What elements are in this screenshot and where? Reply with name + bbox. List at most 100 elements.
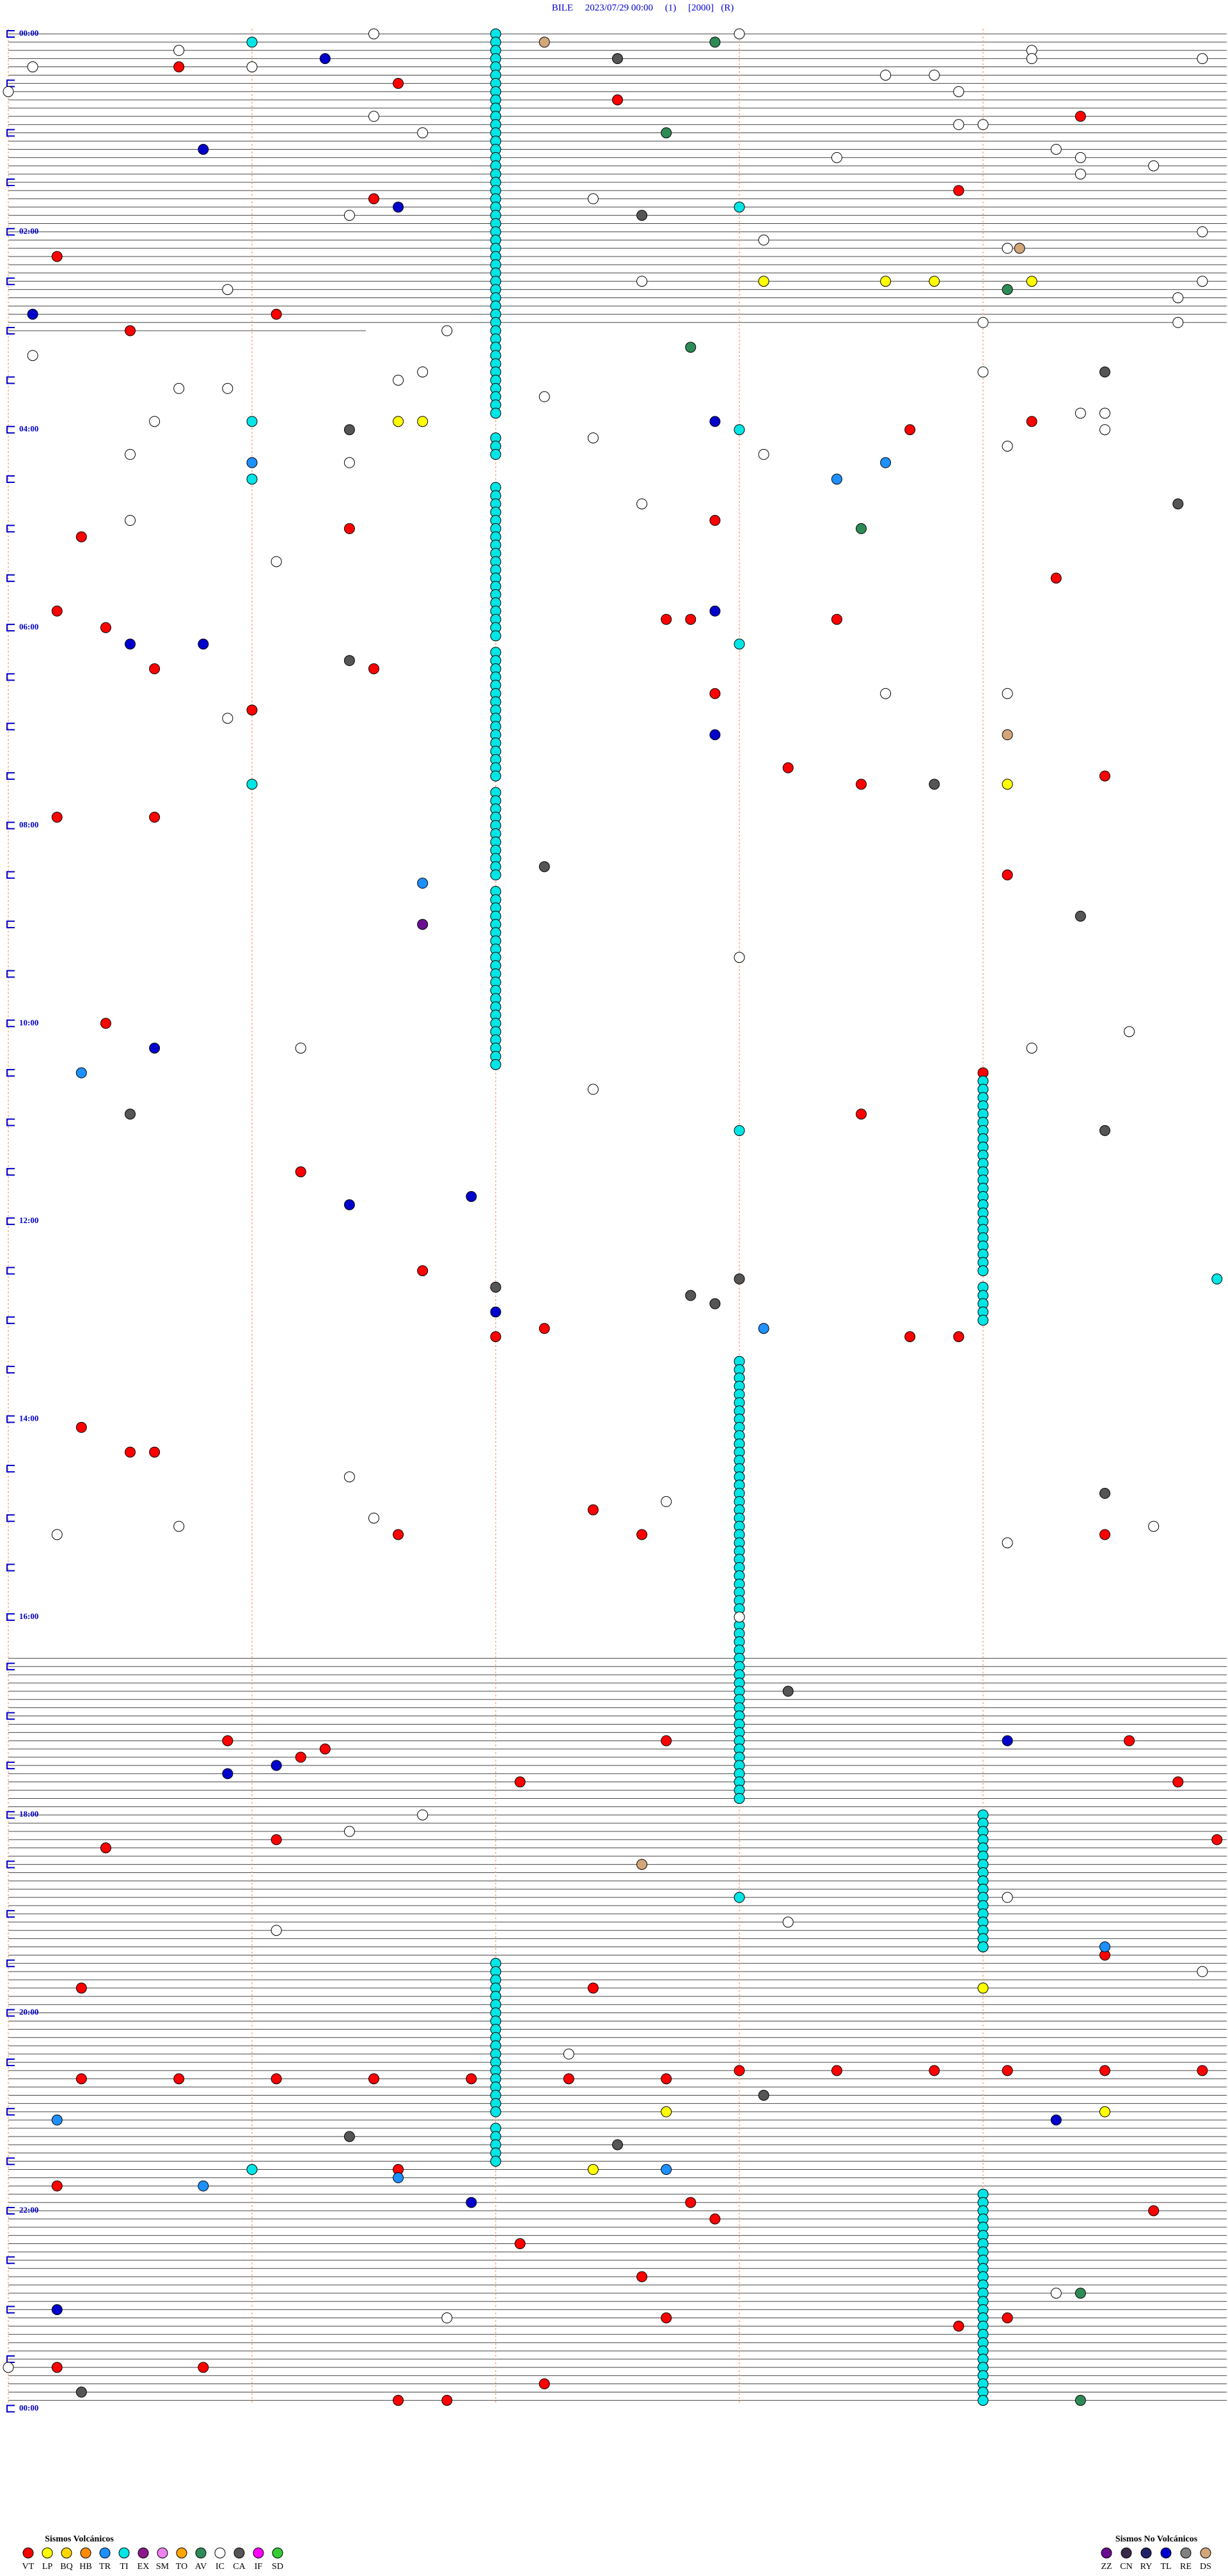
hour-bracket [6,1811,15,1819]
event [75,1421,87,1433]
hour-bracket [6,2108,15,2116]
event [149,663,161,675]
event [904,1331,916,1343]
time-label: 18:00 [19,1809,38,1819]
event [1099,2065,1110,2076]
legend-swatch [99,2547,111,2559]
hour-bracket [6,673,15,681]
event [1002,688,1013,699]
event [685,1290,697,1301]
event [1172,498,1184,510]
hour-bracket [6,1514,15,1522]
event [246,704,258,716]
legend-label: SM [156,2562,169,2572]
legend-label: VT [22,2562,35,2572]
event [246,2164,258,2176]
event [636,210,648,221]
legend-swatch [214,2547,226,2559]
hour-bracket [6,1563,15,1572]
event [222,1735,233,1746]
event [343,457,355,468]
event [709,2213,721,2225]
event [417,1809,429,1821]
event [173,383,185,394]
event [636,498,648,510]
event [125,448,136,460]
hour-bracket [6,129,15,137]
event [417,878,429,889]
event [539,391,550,402]
hour-bracket [6,2256,15,2264]
event [100,1018,111,1029]
event [368,28,379,40]
legend-swatch [138,2547,149,2559]
hour-bracket [6,772,15,780]
event [587,432,599,444]
event [1124,1026,1135,1038]
event [1074,910,1086,922]
event [1099,424,1110,436]
event [514,2238,526,2250]
event [1099,1125,1110,1136]
hour-bracket [6,1316,15,1324]
event [661,1735,672,1746]
event [587,1504,599,1515]
event [490,869,501,881]
event [149,416,161,427]
hour-bracket [6,1069,15,1077]
legend-swatch [61,2547,72,2559]
legend-swatch [1101,2547,1112,2559]
hour-bracket [6,228,15,236]
legend-swatch [157,2547,168,2559]
event [27,308,38,320]
event [1002,441,1013,452]
hour-bracket [6,1712,15,1720]
event [685,342,697,353]
legend-swatch [22,2547,34,2559]
event [295,1042,306,1054]
event [393,1529,404,1540]
event [198,2362,209,2373]
event [563,2073,574,2085]
hour-bracket [6,2009,15,2017]
legend-label: IF [255,2562,263,2572]
event [636,1859,648,1870]
event [1050,2114,1062,2126]
event [368,193,379,205]
event [173,61,185,73]
hour-bracket [6,2405,15,2413]
hour-bracket [6,1959,15,1968]
event [661,127,672,139]
event [441,2312,453,2324]
hour-bracket [6,1860,15,1869]
event [51,1529,63,1540]
event [271,1760,282,1771]
event [880,276,892,287]
legend-swatch [118,2547,130,2559]
event [490,1059,501,1070]
hour-bracket [6,1167,15,1176]
event [246,778,258,790]
event [1197,1966,1208,1977]
event [319,1743,331,1755]
event [393,201,404,213]
event [709,36,721,48]
event [880,69,892,81]
event [125,325,136,336]
event [685,2197,697,2208]
event [441,2394,453,2406]
event [1099,366,1110,377]
event [1099,1941,1110,1952]
hour-bracket [6,1761,15,1769]
event [758,1323,769,1334]
legend-label: TO [176,2562,187,2572]
event [466,2073,477,2085]
hour-bracket [6,970,15,978]
event [173,2073,185,2085]
hour-bracket [6,1267,15,1275]
event [393,374,404,386]
event [709,416,721,427]
hour-bracket [6,2355,15,2363]
event [856,778,867,790]
event [636,276,648,287]
